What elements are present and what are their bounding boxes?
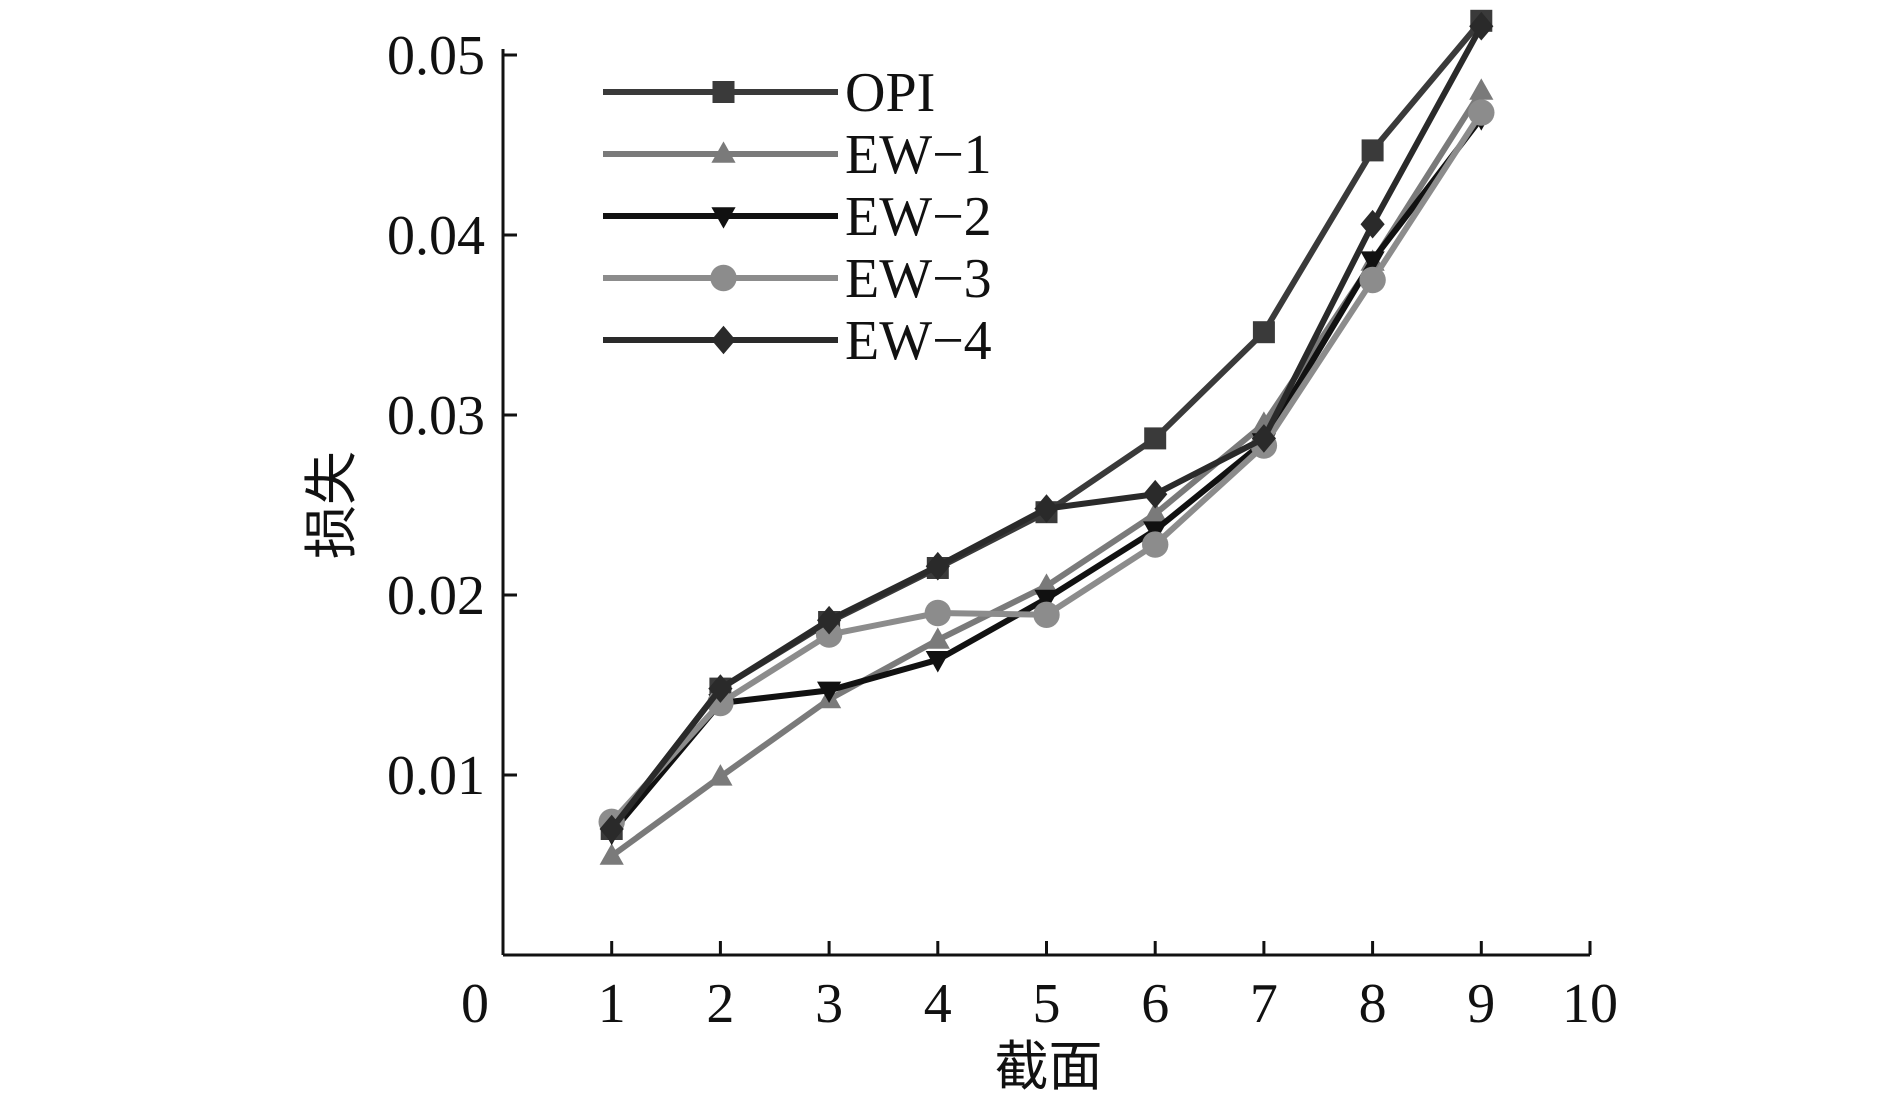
data-point bbox=[1034, 494, 1059, 523]
data-point bbox=[1033, 601, 1060, 628]
legend-label: EW−1 bbox=[845, 124, 992, 186]
legend-marker bbox=[711, 207, 736, 229]
legend-label: OPI bbox=[845, 62, 935, 124]
data-point bbox=[599, 814, 624, 844]
series-line bbox=[609, 18, 1484, 831]
series-layer bbox=[598, 9, 1495, 865]
x-tick-label: 0 bbox=[461, 973, 489, 1035]
series-line bbox=[609, 116, 1484, 835]
y-axis-title: 损失 bbox=[300, 451, 363, 559]
legend-label: EW−2 bbox=[845, 186, 992, 248]
y-tick-label: 0.03 bbox=[387, 385, 485, 447]
legend-item: EW−3 bbox=[603, 248, 992, 310]
data-point bbox=[1360, 209, 1385, 239]
series-line bbox=[609, 24, 1484, 831]
data-point bbox=[599, 843, 624, 865]
data-point bbox=[815, 621, 843, 648]
data-point bbox=[925, 627, 950, 649]
x-tick-label: 6 bbox=[1141, 973, 1169, 1035]
x-tick-label: 1 bbox=[598, 973, 626, 1035]
data-point bbox=[1468, 99, 1495, 126]
data-point bbox=[1143, 479, 1168, 509]
x-axis-title: 截面 bbox=[995, 1035, 1103, 1098]
legend-marker bbox=[711, 141, 736, 163]
legend-label: EW−4 bbox=[845, 310, 992, 372]
legend-marker bbox=[712, 81, 735, 103]
data-point bbox=[925, 651, 950, 673]
data-point bbox=[1252, 321, 1275, 344]
legend-item: EW−1 bbox=[603, 124, 992, 186]
data-point bbox=[1469, 11, 1494, 41]
x-tick-label: 10 bbox=[1562, 973, 1618, 1035]
x-tick-label: 8 bbox=[1359, 973, 1387, 1035]
legend-item: EW−4 bbox=[603, 310, 992, 372]
x-tick-label: 2 bbox=[706, 973, 734, 1035]
x-tick-label: 4 bbox=[924, 973, 952, 1035]
legend-label: EW−3 bbox=[845, 248, 992, 310]
series-line bbox=[609, 89, 1484, 859]
data-point bbox=[1469, 78, 1494, 100]
data-point bbox=[708, 674, 733, 703]
legend-marker bbox=[711, 325, 736, 355]
data-point bbox=[1360, 251, 1385, 273]
data-point bbox=[1361, 139, 1384, 162]
data-point bbox=[924, 599, 951, 627]
series-ew-2 bbox=[599, 109, 1494, 846]
data-point bbox=[817, 681, 842, 704]
series-ew-4 bbox=[599, 11, 1494, 844]
axes: 0 1 2 3 4 5 6 7 8 9 10 0.01 0.02 0.03 0.04 0.05 bbox=[387, 25, 1618, 1035]
data-point bbox=[1034, 589, 1059, 612]
data-point bbox=[1142, 531, 1169, 558]
x-tick-label: 3 bbox=[815, 973, 843, 1035]
y-tick-label: 0.05 bbox=[387, 25, 485, 87]
y-tick-label: 0.04 bbox=[387, 205, 485, 267]
data-point bbox=[925, 551, 950, 581]
data-point bbox=[1143, 501, 1168, 523]
legend-marker bbox=[710, 264, 737, 292]
series-opi bbox=[600, 9, 1493, 840]
x-tick-label: 7 bbox=[1250, 973, 1278, 1035]
x-tick-label: 9 bbox=[1467, 973, 1495, 1035]
x-tick-label: 5 bbox=[1033, 973, 1061, 1035]
data-point bbox=[1251, 424, 1276, 453]
data-point bbox=[1144, 427, 1167, 450]
data-point bbox=[708, 764, 733, 786]
legend-item: EW−2 bbox=[603, 186, 992, 248]
y-tick-label: 0.02 bbox=[387, 565, 485, 627]
data-point bbox=[1034, 573, 1059, 595]
legend-item: OPI bbox=[603, 62, 935, 124]
data-point bbox=[817, 605, 842, 635]
data-point bbox=[1359, 266, 1386, 294]
y-tick-label: 0.01 bbox=[387, 745, 485, 807]
series-ew-1 bbox=[599, 78, 1494, 865]
